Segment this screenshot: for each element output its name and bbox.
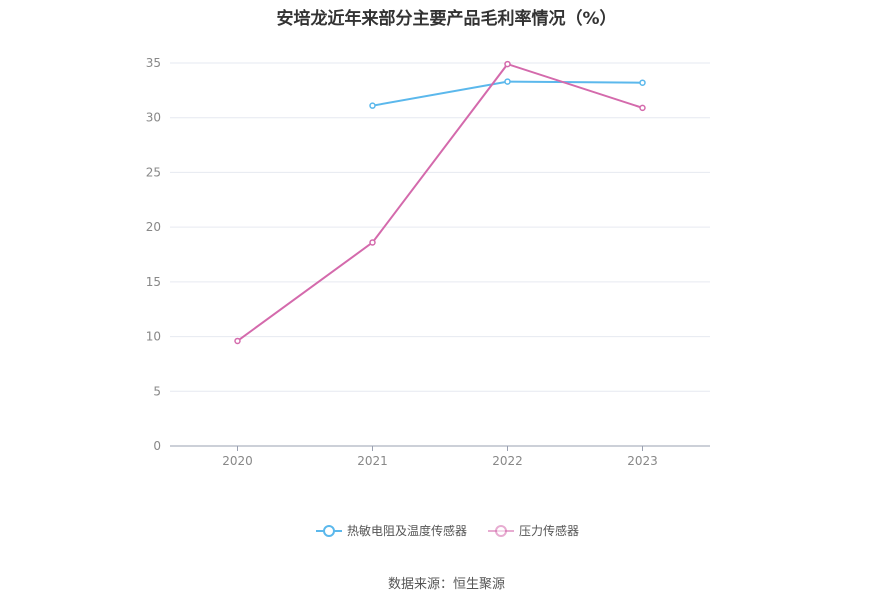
- x-tick-label: 2021: [357, 454, 388, 468]
- chart-title: 安培龙近年来部分主要产品毛利率情况（%）: [276, 9, 617, 29]
- y-tick-label: 25: [146, 165, 161, 179]
- legend-label: 压力传感器: [519, 523, 579, 538]
- y-tick-label: 15: [146, 275, 161, 289]
- data-point[interactable]: [639, 104, 646, 112]
- legend-marker: [323, 525, 335, 537]
- series-line-1: [236, 62, 643, 342]
- data-point[interactable]: [504, 78, 511, 85]
- x-tick-label: 2023: [627, 454, 658, 468]
- y-tick-label: 5: [153, 384, 161, 398]
- x-tick-label: 2020: [222, 454, 253, 468]
- grid-lines: [170, 62, 710, 392]
- data-point[interactable]: [369, 239, 376, 246]
- series-lines: [236, 62, 643, 342]
- data-point[interactable]: [639, 79, 646, 86]
- y-axis-ticks: 0 5 10 15 20 25 30 35: [146, 56, 161, 453]
- x-axis: 2020 2021 2022 2023: [170, 445, 710, 468]
- legend: 热敏电阻及温度传感器 压力传感器: [316, 523, 579, 538]
- data-point[interactable]: [369, 102, 376, 109]
- data-point[interactable]: [234, 337, 241, 345]
- legend-marker: [495, 525, 507, 537]
- data-source: 数据来源：恒生聚源: [387, 577, 505, 592]
- y-tick-label: 10: [146, 330, 161, 344]
- y-tick-label: 35: [146, 56, 161, 70]
- series-line-0: [372, 80, 643, 107]
- y-tick-label: 0: [153, 439, 161, 453]
- y-tick-label: 30: [146, 111, 161, 125]
- y-tick-label: 20: [146, 220, 161, 234]
- data-point[interactable]: [504, 60, 511, 68]
- legend-label: 热敏电阻及温度传感器: [347, 523, 467, 538]
- x-tick-label: 2022: [492, 454, 523, 468]
- legend-item-0[interactable]: 热敏电阻及温度传感器: [316, 523, 467, 538]
- series-points: [234, 60, 646, 345]
- legend-item-1[interactable]: 压力传感器: [488, 523, 579, 538]
